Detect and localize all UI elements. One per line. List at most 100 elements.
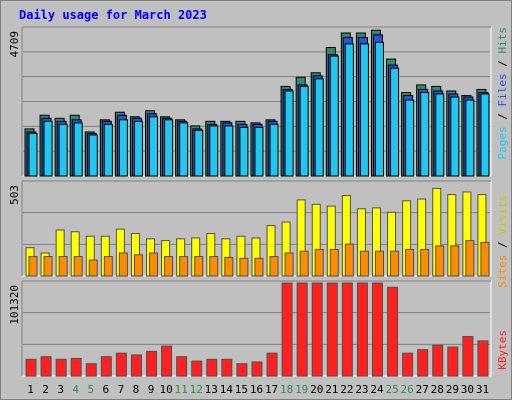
bar-pages-day-3 xyxy=(58,123,68,177)
x-tick-label: 14 xyxy=(220,383,234,396)
x-tick-label: 1 xyxy=(27,383,34,396)
bar-kbytes-day-15 xyxy=(236,363,248,377)
bar-sites-day-23 xyxy=(359,250,369,277)
x-tick-label: 15 xyxy=(235,383,248,396)
bar-pages-day-7 xyxy=(118,119,128,177)
bar-kbytes-day-8 xyxy=(130,354,142,377)
bar-sites-day-12 xyxy=(194,256,204,277)
bar-sites-day-21 xyxy=(329,248,339,277)
x-tick-label: 29 xyxy=(446,383,459,396)
bar-kbytes-day-24 xyxy=(371,282,383,377)
bar-kbytes-day-14 xyxy=(221,358,233,377)
bar-pages-day-4 xyxy=(73,122,83,177)
bar-kbytes-day-26 xyxy=(402,352,414,377)
bar-sites-day-11 xyxy=(179,256,189,277)
y-max-label: 503 xyxy=(8,185,21,205)
bar-pages-day-11 xyxy=(179,122,189,177)
x-tick-label: 31 xyxy=(476,383,489,396)
x-tick-label: 21 xyxy=(325,383,338,396)
x-tick-label: 5 xyxy=(87,383,94,396)
bar-kbytes-day-19 xyxy=(296,282,308,377)
y-max-label: 101320 xyxy=(8,285,21,325)
legend: Pages / Files / Hits xyxy=(496,27,509,160)
x-tick-label: 26 xyxy=(401,383,414,396)
bar-sites-day-3 xyxy=(58,256,68,277)
x-tick-label: 28 xyxy=(431,383,444,396)
bar-kbytes-day-6 xyxy=(100,356,112,377)
bar-sites-day-19 xyxy=(299,250,309,277)
bar-kbytes-day-25 xyxy=(387,286,399,377)
x-tick-label: 27 xyxy=(416,383,429,396)
bar-kbytes-day-27 xyxy=(417,349,429,377)
legend-entry: Pages xyxy=(496,126,509,159)
legend-entry: Hits xyxy=(496,27,509,54)
bar-kbytes-day-7 xyxy=(115,352,127,377)
x-tick-label: 17 xyxy=(265,383,278,396)
bar-kbytes-day-4 xyxy=(70,357,82,377)
bar-sites-day-10 xyxy=(164,256,174,277)
bar-sites-day-16 xyxy=(254,257,264,277)
bar-kbytes-day-1 xyxy=(25,358,37,377)
bar-kbytes-day-23 xyxy=(356,282,368,377)
x-tick-label: 7 xyxy=(118,383,125,396)
bar-pages-day-23 xyxy=(359,43,369,177)
bar-kbytes-day-3 xyxy=(55,358,67,377)
bar-pages-day-26 xyxy=(405,99,415,177)
bar-sites-day-13 xyxy=(209,256,219,277)
bar-pages-day-9 xyxy=(149,116,159,177)
bar-pages-day-13 xyxy=(209,125,219,177)
legend-entry: Visits xyxy=(496,195,509,235)
bar-sites-day-22 xyxy=(344,243,354,277)
bar-pages-day-24 xyxy=(374,41,384,177)
legend-entry: / xyxy=(496,54,509,74)
bar-kbytes-day-10 xyxy=(161,345,173,377)
bar-sites-day-5 xyxy=(88,259,98,277)
bar-pages-day-15 xyxy=(239,126,249,177)
bar-sites-day-20 xyxy=(314,248,324,277)
x-tick-label: 2 xyxy=(42,383,49,396)
bar-pages-day-12 xyxy=(194,129,204,177)
bar-sites-day-1 xyxy=(28,256,38,277)
bar-kbytes-day-13 xyxy=(206,358,218,377)
bar-sites-day-15 xyxy=(239,257,249,277)
legend-entry: Sites xyxy=(496,255,509,288)
x-tick-label: 18 xyxy=(280,383,293,396)
bar-pages-day-20 xyxy=(314,78,324,177)
bar-sites-day-14 xyxy=(224,256,234,277)
legend-entry: Files xyxy=(496,73,509,106)
legend: Sites / Visits xyxy=(496,195,509,288)
x-tick-label: 13 xyxy=(205,383,218,396)
bar-kbytes-day-16 xyxy=(251,361,263,377)
bar-kbytes-day-5 xyxy=(85,363,97,377)
bar-pages-day-22 xyxy=(344,43,354,177)
bar-sites-day-26 xyxy=(405,248,415,277)
bar-pages-day-27 xyxy=(420,91,430,177)
y-max-label: 4709 xyxy=(8,31,21,58)
bar-sites-day-24 xyxy=(374,250,384,277)
legend: KBytes xyxy=(496,330,509,370)
x-tick-label: 23 xyxy=(355,383,368,396)
bar-kbytes-day-9 xyxy=(146,350,158,377)
bar-sites-day-17 xyxy=(269,256,279,277)
bar-kbytes-day-31 xyxy=(477,340,489,377)
bar-pages-day-1 xyxy=(28,132,38,177)
bar-sites-day-7 xyxy=(118,252,128,277)
x-tick-label: 10 xyxy=(159,383,172,396)
bar-sites-day-28 xyxy=(435,245,445,277)
x-tick-label: 16 xyxy=(250,383,263,396)
x-tick-label: 3 xyxy=(57,383,64,396)
bar-sites-day-29 xyxy=(450,245,460,277)
x-tick-label: 8 xyxy=(133,383,140,396)
x-tick-label: 30 xyxy=(461,383,474,396)
bar-kbytes-day-17 xyxy=(266,352,278,377)
bar-sites-day-18 xyxy=(284,252,294,277)
bar-pages-day-18 xyxy=(284,90,294,177)
x-tick-label: 22 xyxy=(340,383,353,396)
bar-pages-day-14 xyxy=(224,125,234,177)
bar-kbytes-day-20 xyxy=(311,282,323,377)
bar-sites-day-4 xyxy=(73,256,83,277)
x-tick-label: 20 xyxy=(310,383,323,396)
bar-pages-day-19 xyxy=(299,85,309,177)
